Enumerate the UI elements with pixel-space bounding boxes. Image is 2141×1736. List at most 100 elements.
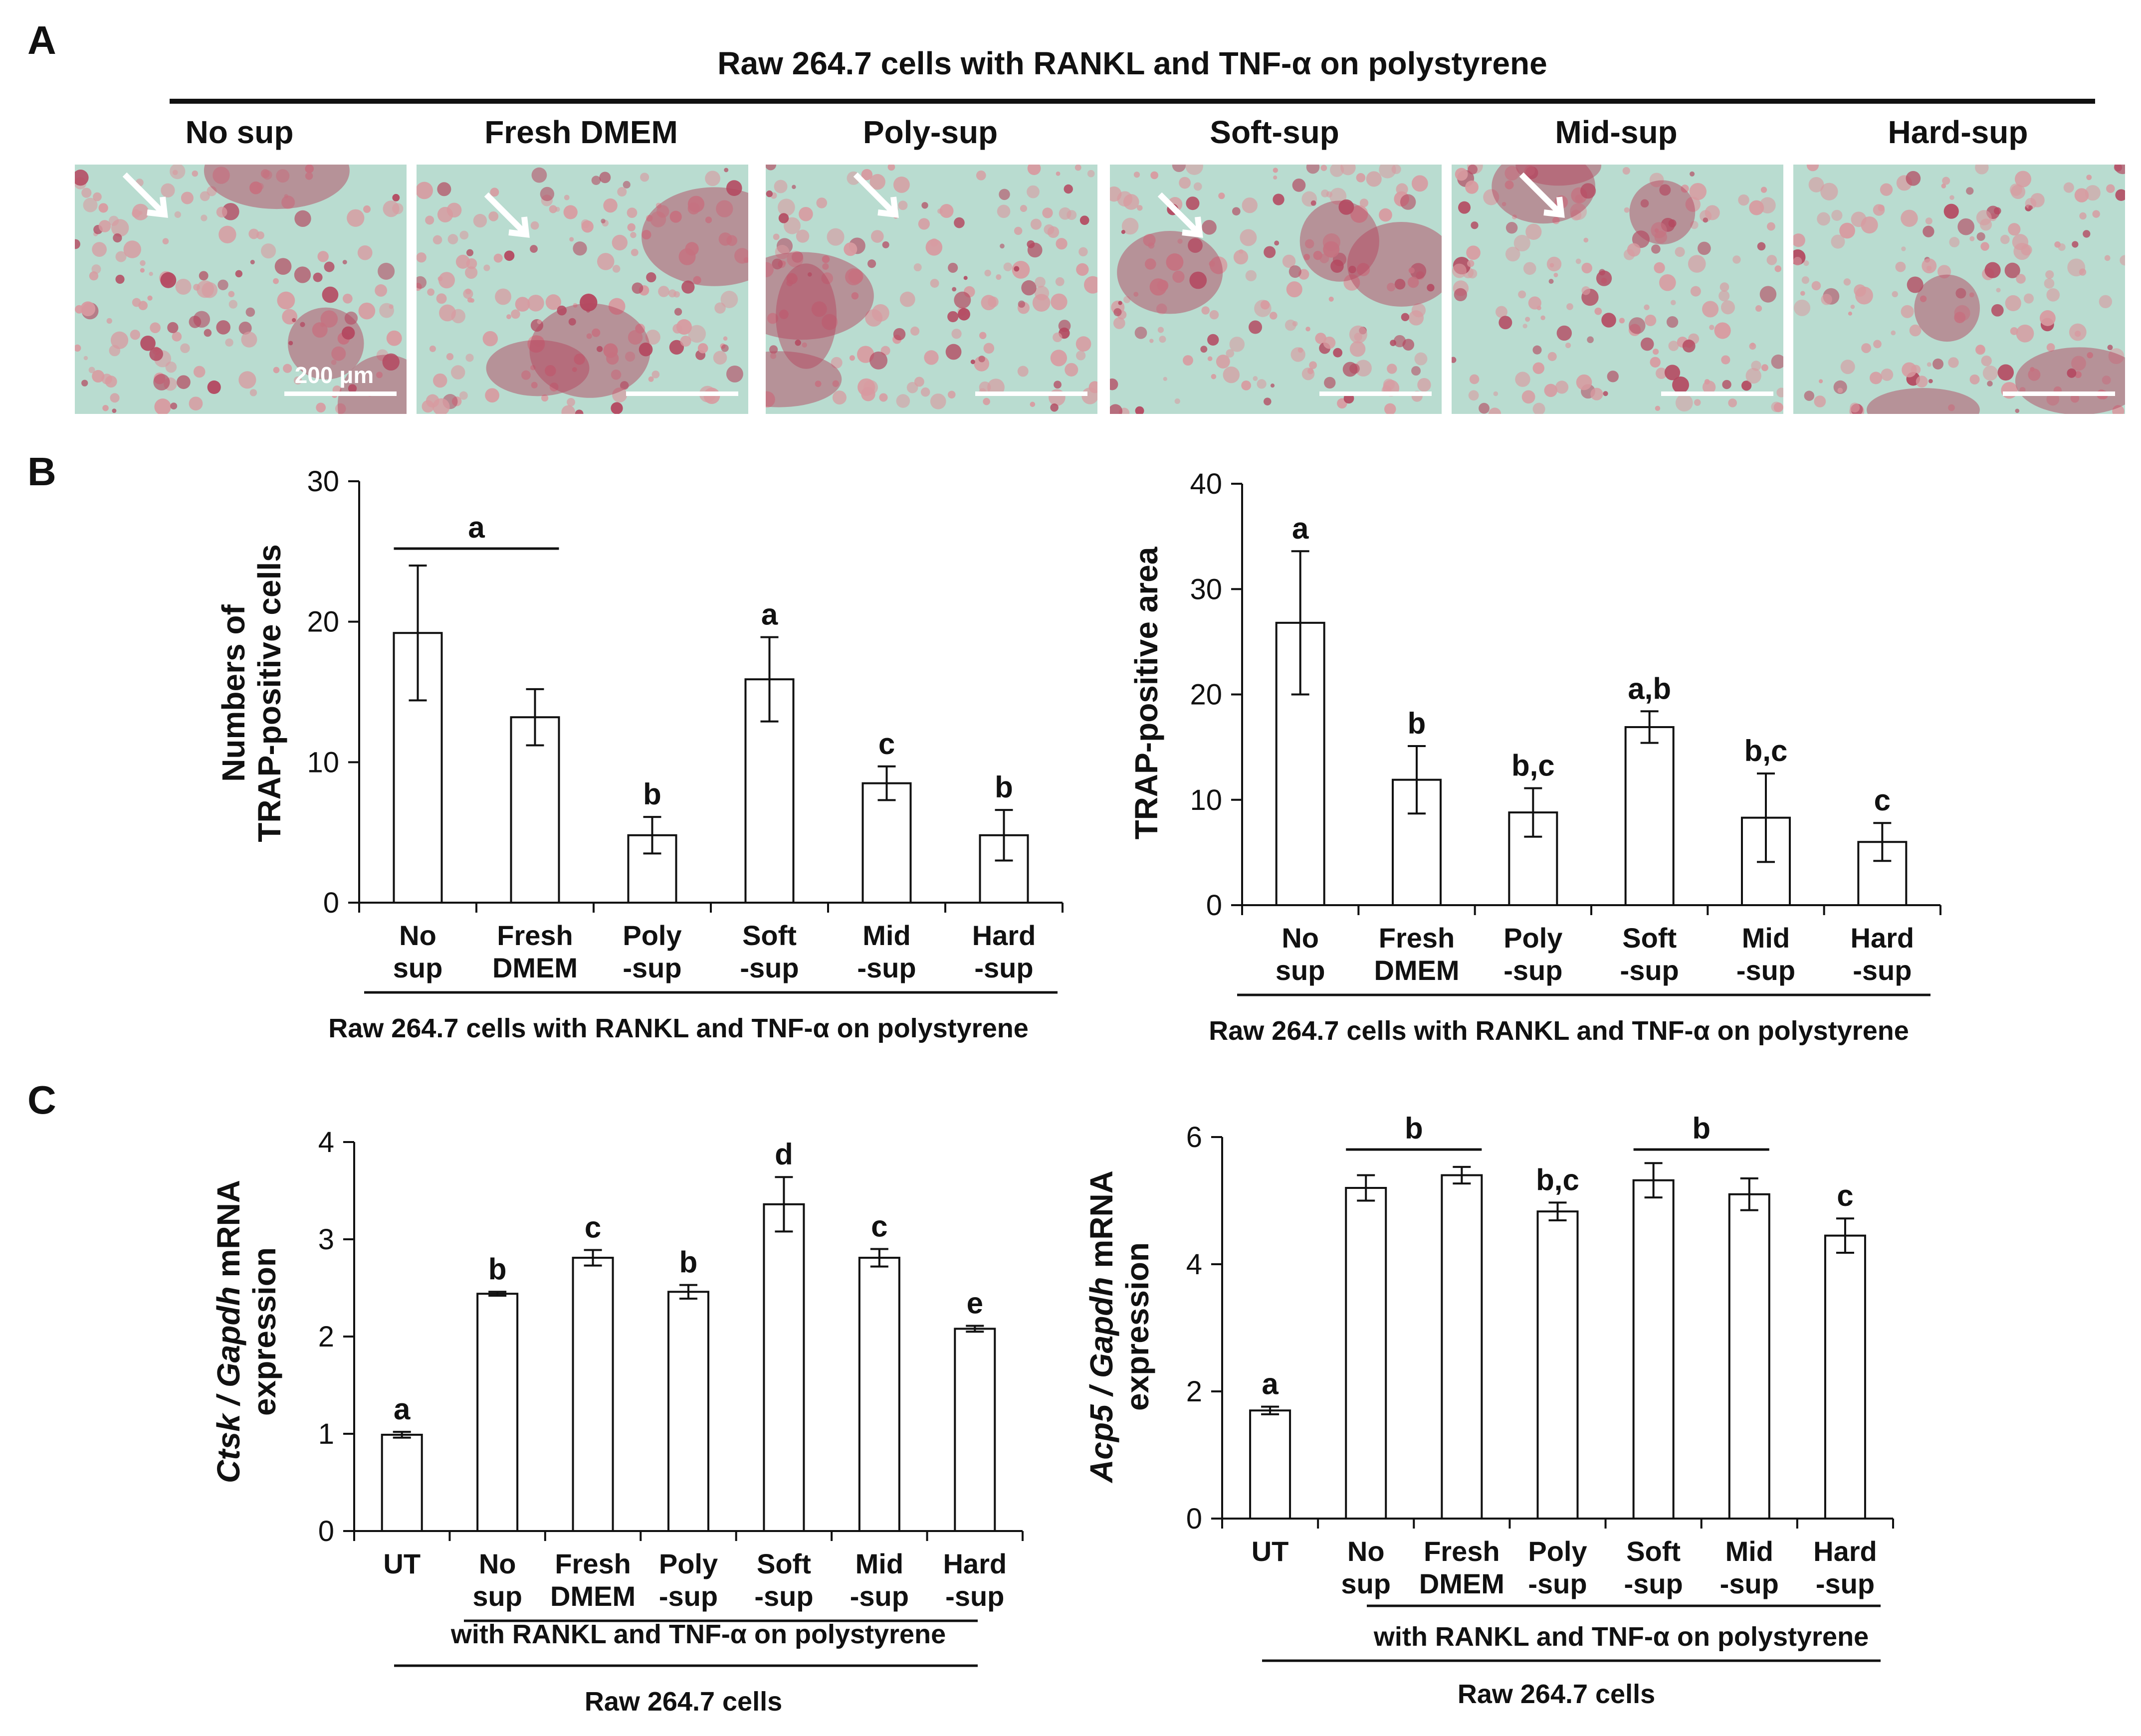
y-tick-label: 4	[1186, 1248, 1202, 1281]
y-tick-label: 30	[1190, 573, 1222, 605]
y-axis-title-line: Ctsk / Gapdh mRNA	[211, 1180, 246, 1483]
y-tick-label: 3	[318, 1223, 334, 1256]
scale-bar	[626, 391, 738, 396]
gene-name: Gapdh	[1083, 1277, 1119, 1378]
scale-bar-label: 200 μm	[295, 362, 374, 388]
y-tick-label: 30	[307, 465, 339, 498]
bar	[954, 1328, 996, 1532]
micrograph-image	[766, 165, 1097, 414]
significance-letter: b	[488, 1252, 507, 1286]
x-tick-label: UT	[383, 1548, 421, 1579]
x-tick-label: Soft	[742, 920, 797, 951]
arrow-icon	[853, 172, 899, 218]
gene-name: Gapdh	[211, 1286, 246, 1387]
significance-letter: c	[878, 727, 895, 761]
x-tick-label: -sup	[740, 952, 799, 983]
y-tick-label: 0	[1206, 889, 1222, 922]
micrograph-label: Mid-sup	[1555, 114, 1678, 150]
x-tick-label: DMEM	[1419, 1568, 1504, 1599]
x-tick-label: -sup	[1503, 955, 1562, 986]
significance-letter: c	[871, 1210, 887, 1243]
outer-label: Raw 264.7 cells	[1458, 1679, 1655, 1709]
bar	[572, 1257, 614, 1532]
significance-letter: b	[1405, 1112, 1423, 1145]
significance-letter: a	[394, 1392, 411, 1426]
group-label: with RANKL and TNF-α on polystyrene	[1373, 1622, 1869, 1652]
micrograph-label: Soft-sup	[1210, 114, 1339, 150]
y-tick-label: 20	[307, 606, 339, 638]
y-tick-label: 4	[318, 1126, 334, 1158]
x-tick-label: Hard	[972, 920, 1036, 951]
significance-letter: a,b	[1628, 672, 1671, 705]
outer-label: Raw 264.7 cells	[585, 1687, 782, 1717]
scale-bar	[1319, 391, 1432, 396]
significance-letter: a	[468, 511, 485, 544]
x-tick-label: DMEM	[1374, 955, 1459, 986]
scale-bar	[1661, 391, 1773, 396]
y-axis-title-line: TRAP-positive cells	[251, 544, 287, 842]
bar	[1632, 1179, 1675, 1520]
micrograph-image	[417, 165, 748, 414]
panel-letter-c: C	[27, 1078, 56, 1122]
y-tick-label: 6	[1186, 1121, 1202, 1154]
micrograph-label: Poly-sup	[862, 114, 998, 150]
significance-letter: c	[585, 1210, 601, 1244]
y-axis-title-line: Numbers of	[215, 604, 251, 782]
bar	[476, 1293, 519, 1532]
significance-letter: b,c	[1511, 749, 1555, 782]
micrograph-title: Raw 264.7 cells with RANKL and TNF-α on …	[717, 45, 1547, 81]
x-tick-label: No	[399, 920, 436, 951]
chart-trap-cells: 0102030NosupFreshDMEMbPoly-supaSoft-supc…	[215, 465, 1064, 1043]
chart-ctsk-expression: 01234aUTbNosupcFreshDMEMbPoly-supdSoft-s…	[211, 1126, 1024, 1717]
x-tick-label: -sup	[1853, 955, 1912, 986]
group-label: Raw 264.7 cells with RANKL and TNF-α on …	[328, 1013, 1029, 1043]
bar	[1536, 1210, 1579, 1520]
x-tick-label: Soft	[757, 1548, 811, 1579]
x-tick-label: Hard	[943, 1548, 1007, 1579]
scale-bar	[284, 391, 397, 396]
panel-letter-b: B	[27, 449, 56, 494]
micrograph-label: Hard-sup	[1888, 114, 2028, 150]
significance-letter: b	[1692, 1112, 1711, 1145]
x-tick-label: No	[1282, 922, 1319, 954]
y-axis-title-rest: mRNA	[1083, 1170, 1119, 1277]
y-tick-label: 2	[1186, 1375, 1202, 1408]
y-axis-title-line: TRAP-positive area	[1128, 547, 1164, 839]
significance-letter: d	[775, 1138, 793, 1171]
x-tick-label: Poly	[623, 920, 681, 951]
x-tick-label: -sup	[857, 952, 916, 983]
x-tick-label: sup	[1276, 955, 1325, 986]
y-axis-title-rest: mRNA	[211, 1180, 246, 1286]
micrograph-image	[1793, 165, 2125, 414]
gene-name: Ctsk /	[211, 1387, 246, 1483]
significance-letter: b	[679, 1246, 698, 1279]
x-tick-label: -sup	[623, 952, 681, 983]
x-tick-label: -sup	[1736, 955, 1795, 986]
x-tick-label: Soft	[1622, 922, 1677, 954]
x-tick-label: -sup	[850, 1580, 909, 1612]
group-label: Raw 264.7 cells with RANKL and TNF-α on …	[1209, 1016, 1909, 1046]
bar	[1441, 1174, 1483, 1520]
bar	[1624, 726, 1675, 906]
x-tick-label: Fresh	[497, 920, 573, 951]
arrow-icon	[1519, 172, 1565, 218]
y-tick-label: 10	[1190, 784, 1222, 816]
significance-letter: a	[1292, 512, 1309, 545]
x-tick-label: sup	[472, 1580, 522, 1612]
y-tick-label: 20	[1190, 679, 1222, 711]
bar	[1728, 1193, 1770, 1520]
significance-letter: c	[1874, 783, 1891, 817]
significance-letter: c	[1837, 1179, 1853, 1212]
significance-letter: e	[967, 1287, 983, 1320]
x-tick-label: Hard	[1851, 922, 1915, 954]
x-tick-label: Mid	[856, 1548, 903, 1579]
arrow-icon	[122, 172, 168, 218]
micrograph-image	[1110, 165, 1442, 414]
x-tick-label: -sup	[1624, 1568, 1683, 1599]
micrograph-label: No sup	[185, 114, 294, 150]
significance-letter: a	[1262, 1367, 1279, 1401]
significance-letter: a	[761, 598, 778, 631]
